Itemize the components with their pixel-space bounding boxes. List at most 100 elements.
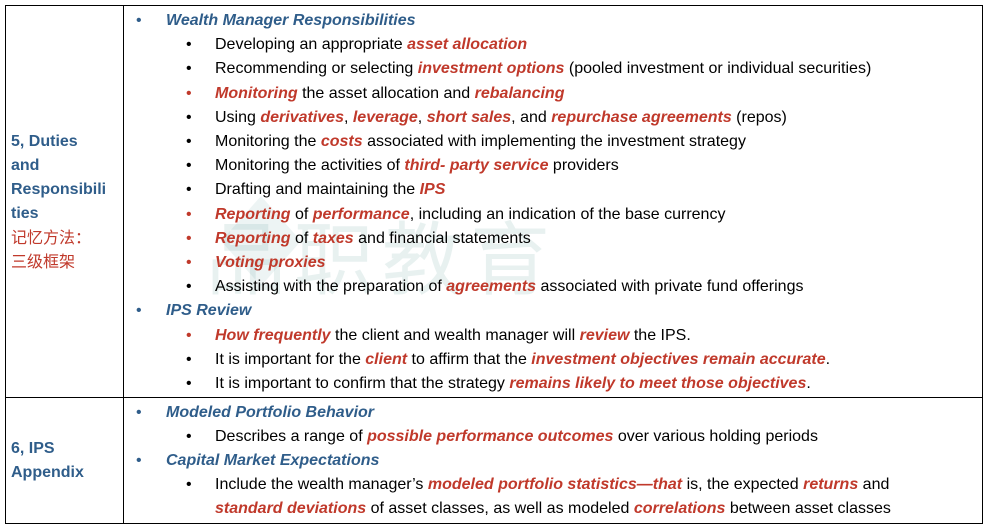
plain-text: . bbox=[825, 350, 831, 368]
plain-text: , bbox=[417, 108, 427, 126]
content-table: 品职教育 5, Duties and Responsibili ties 记忆方法： 三级… bbox=[5, 5, 983, 524]
bullet-text: Recommending or selecting investment opt… bbox=[215, 57, 871, 81]
bullet-item: • Using derivatives, leverage, short sale… bbox=[124, 106, 982, 130]
plain-text: to affirm that the bbox=[407, 350, 532, 368]
bullet-dot-icon: • bbox=[186, 350, 192, 368]
section-heading: • Capital Market Expectations bbox=[124, 449, 982, 473]
row-label-line: ties bbox=[11, 204, 39, 222]
plain-text: associated with implementing the investm… bbox=[362, 133, 746, 150]
plain-text: the client and wealth manager will bbox=[330, 326, 580, 344]
bullet-text: It is important to confirm that the stra… bbox=[215, 372, 811, 396]
bullet-text: Monitoring the asset allocation and reba… bbox=[215, 82, 564, 106]
bullet-dot-icon: • bbox=[136, 404, 142, 421]
emphasis-text: taxes bbox=[312, 229, 354, 247]
emphasis-text: asset allocation bbox=[407, 36, 528, 54]
bullet-text: Reporting of taxes and financial stateme… bbox=[215, 227, 531, 251]
emphasis-text: client bbox=[365, 350, 408, 368]
section-heading: • Modeled Portfolio Behavior bbox=[124, 401, 982, 425]
bullet-item: • Monitoring the asset allocation and reb… bbox=[124, 82, 982, 106]
plain-text: between asset classes bbox=[725, 500, 891, 517]
bullet-dot-icon: • bbox=[136, 12, 142, 29]
emphasis-text: How frequently bbox=[215, 326, 331, 344]
bullet-item: standard deviations of asset classes, as… bbox=[124, 497, 982, 521]
bullet-text: Using derivatives, leverage, short sales… bbox=[215, 106, 787, 130]
bullet-item: • Describes a range of possible performan… bbox=[124, 425, 982, 449]
bullet-item: • How frequently the client and wealth ma… bbox=[124, 324, 982, 348]
row-label-cell: 6, IPS Appendix bbox=[6, 398, 124, 523]
heading-text: IPS Review bbox=[166, 302, 252, 320]
plain-text: . bbox=[806, 375, 811, 392]
emphasis-text: leverage bbox=[352, 108, 418, 126]
plain-text: , bbox=[343, 108, 353, 126]
bullet-item: • Drafting and maintaining the IPS bbox=[124, 178, 982, 202]
bullet-dot-icon: • bbox=[186, 326, 192, 344]
plain-text: , including an indication of the base cu… bbox=[409, 205, 726, 223]
heading-text: Modeled Portfolio Behavior bbox=[166, 404, 375, 421]
plain-text: Monitoring the bbox=[215, 133, 321, 150]
emphasis-text: repurchase agreements bbox=[551, 108, 732, 126]
emphasis-text: third- party service bbox=[404, 157, 549, 175]
bullet-item: • It is important for the client to affir… bbox=[124, 348, 982, 372]
row-ips-appendix: 6, IPS Appendix • Modeled Portfolio Behavi… bbox=[6, 398, 982, 523]
emphasis-text: standard deviations bbox=[215, 500, 367, 517]
heading-text: Capital Market Expectations bbox=[166, 452, 380, 469]
bullet-dot-icon: • bbox=[186, 157, 192, 175]
plain-text: It is important to confirm that the stra… bbox=[215, 375, 510, 392]
emphasis-text: derivatives bbox=[260, 108, 344, 126]
plain-text: Describes a range of bbox=[215, 428, 368, 445]
plain-text: is, the expected bbox=[682, 476, 804, 493]
emphasis-text: review bbox=[579, 326, 630, 344]
plain-text: Recommending or selecting bbox=[215, 60, 418, 78]
emphasis-text: rebalancing bbox=[474, 84, 565, 102]
emphasis-text: performance bbox=[312, 205, 410, 223]
emphasis-text: investment objectives remain accurate bbox=[531, 350, 826, 368]
plain-text: It is important for the bbox=[215, 350, 366, 368]
bullet-item: • Recommending or selecting investment op… bbox=[124, 57, 982, 81]
section-heading: • Wealth Manager Responsibilities bbox=[124, 9, 982, 33]
bullet-text: Modeled Portfolio Behavior bbox=[166, 401, 374, 425]
row-label-line: 5, Duties bbox=[11, 132, 78, 150]
plain-text: (repos) bbox=[731, 108, 787, 126]
bullet-dot-icon: • bbox=[136, 452, 142, 469]
row-content-cell: • Wealth Manager Responsibilities • Develop… bbox=[124, 6, 982, 397]
bullet-dot-icon: • bbox=[186, 60, 192, 78]
emphasis-text: Monitoring bbox=[215, 84, 298, 102]
plain-text: and bbox=[858, 476, 890, 493]
bullet-text: Capital Market Expectations bbox=[166, 449, 379, 473]
row-content-cell: • Modeled Portfolio Behavior • Describes a … bbox=[124, 398, 982, 523]
plain-text: the IPS. bbox=[629, 326, 691, 344]
heading-text: Wealth Manager Responsibilities bbox=[166, 12, 416, 29]
row-label-line: and bbox=[11, 156, 40, 174]
plain-text: Drafting and maintaining the bbox=[215, 181, 420, 199]
emphasis-text: possible performance outcomes bbox=[367, 428, 614, 445]
emphasis-text: Reporting bbox=[215, 205, 291, 223]
bullet-item: • Monitoring the costs associated with im… bbox=[124, 130, 982, 154]
bullet-text: Wealth Manager Responsibilities bbox=[166, 9, 416, 33]
plain-text: the asset allocation and bbox=[297, 84, 475, 102]
plain-text: (pooled investment or individual securit… bbox=[564, 60, 872, 78]
emphasis-text: correlations bbox=[633, 500, 726, 517]
bullet-item: • Voting proxies bbox=[124, 251, 982, 275]
plain-text: and financial statements bbox=[353, 229, 531, 247]
plain-text: Assisting with the preparation of bbox=[215, 278, 447, 296]
plain-text: of bbox=[290, 229, 313, 247]
memo-method-line: 记忆方法： bbox=[11, 227, 92, 247]
bullet-dot-icon: • bbox=[186, 36, 192, 54]
plain-text: over various holding periods bbox=[613, 428, 818, 445]
bullet-dot-icon: • bbox=[186, 428, 192, 445]
bullet-text: How frequently the client and wealth man… bbox=[215, 324, 691, 348]
emphasis-text: returns bbox=[803, 476, 859, 493]
emphasis-text: modeled portfolio statistics—that bbox=[427, 476, 683, 493]
bullet-item: • It is important to confirm that the str… bbox=[124, 372, 982, 396]
bullet-item: • Reporting of taxes and financial statem… bbox=[124, 227, 982, 251]
bullet-dot-icon: • bbox=[186, 278, 192, 296]
bullet-dot-icon: • bbox=[186, 133, 192, 150]
plain-text: Developing an appropriate bbox=[215, 36, 408, 54]
bullet-dot-icon: • bbox=[186, 108, 192, 126]
bullet-text: Developing an appropriate asset allocati… bbox=[215, 33, 527, 57]
plain-text: associated with private fund offerings bbox=[536, 278, 804, 296]
bullet-dot-icon: • bbox=[186, 476, 192, 493]
bullet-text: It is important for the client to affirm… bbox=[215, 348, 830, 372]
row-duties-responsibilities: 5, Duties and Responsibili ties 记忆方法： 三级框架 • W… bbox=[6, 6, 982, 398]
emphasis-text: Voting proxies bbox=[215, 254, 326, 271]
